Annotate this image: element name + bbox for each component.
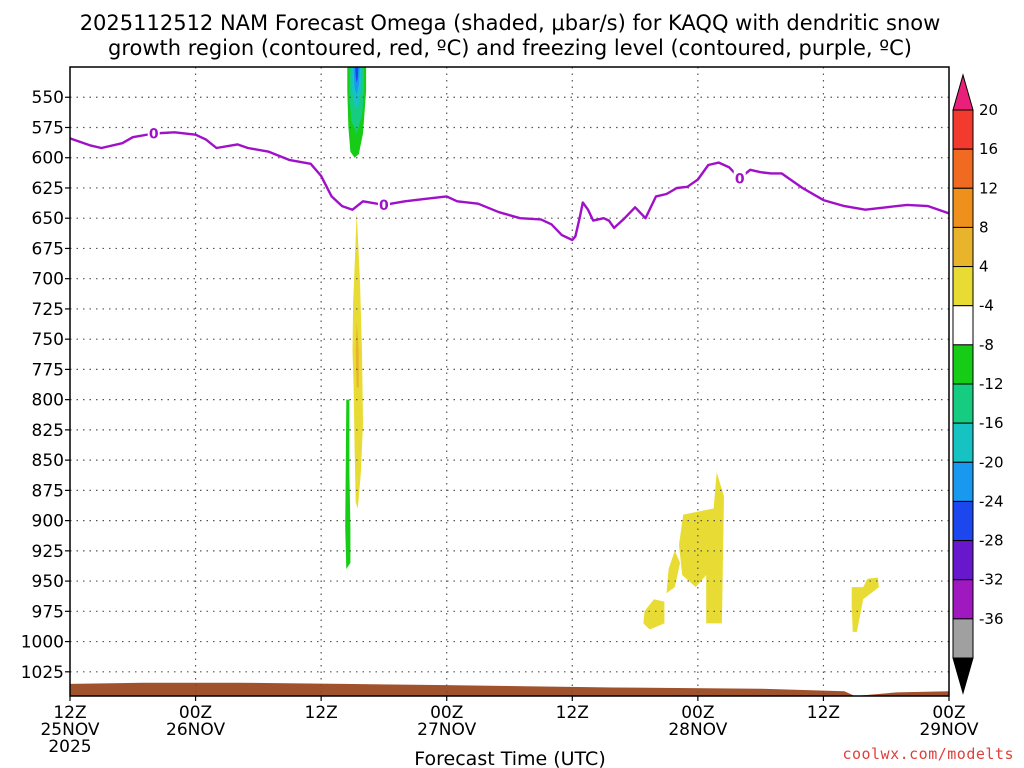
y-tick-label: 800	[32, 391, 64, 411]
contour-label-bg	[733, 170, 746, 186]
surface-ground-fill	[70, 682, 949, 696]
x-tick-label: 2025	[48, 737, 91, 757]
colorbar-label: 20	[979, 101, 998, 119]
x-tick-label: 00Z	[681, 703, 714, 723]
freezing-level-label: 0	[149, 127, 159, 143]
y-tick-label: 700	[32, 270, 64, 290]
colorbar-label: 16	[979, 140, 998, 158]
colorbar-bin	[952, 344, 974, 385]
omega-shaded-region	[851, 577, 879, 632]
chart-title-line2: growth region (contoured, red, ºC) and f…	[108, 36, 912, 60]
y-tick-label: 650	[32, 209, 64, 229]
y-tick-label: 975	[32, 602, 64, 622]
y-tick-label: 875	[32, 481, 64, 501]
gridlines	[70, 67, 949, 696]
freezing-level-label: 0	[379, 198, 389, 214]
plot-area: 0 0 0	[69, 66, 950, 697]
colorbar-bin	[952, 618, 974, 659]
freezing-level-contour: 0 0 0	[69, 125, 950, 242]
x-tick-label: 28NOV	[668, 720, 727, 740]
omega-shaded-region	[355, 67, 359, 83]
x-axis-label: Forecast Time (UTC)	[414, 748, 605, 768]
colorbar-label: -24	[979, 492, 1004, 510]
y-tick-label: 750	[32, 330, 64, 350]
colorbar-bin	[952, 461, 974, 502]
omega-shaded-region	[355, 321, 359, 388]
colorbar-label: 8	[979, 218, 989, 236]
colorbar-label: -12	[979, 375, 1004, 393]
y-tick-label: 725	[32, 300, 64, 320]
colorbar-bin	[952, 266, 974, 307]
y-tick-label: 600	[32, 149, 64, 169]
colorbar-label: -4	[979, 297, 994, 315]
y-tick-label: 825	[32, 421, 64, 441]
y-tick-label: 950	[32, 572, 64, 592]
colorbar-label: -20	[979, 453, 1004, 471]
x-tick-label: 29NOV	[919, 720, 978, 740]
y-tick-label: 850	[32, 451, 64, 471]
colorbar-bin	[952, 109, 974, 150]
x-tick-label: 00Z	[430, 703, 463, 723]
y-tick-label: 575	[32, 118, 64, 138]
contour-label-bg	[377, 196, 390, 212]
x-tick-label: 12Z	[305, 703, 338, 723]
colorbar-label: -36	[979, 610, 1004, 628]
colorbar-label: -32	[979, 571, 1004, 589]
y-tick-label: 625	[32, 179, 64, 199]
x-tick-label: 12Z	[53, 703, 86, 723]
colorbar-bin	[952, 148, 974, 189]
plot-background	[70, 67, 949, 696]
omega-shaded-region	[666, 550, 681, 594]
y-axis-ticks: 550 575 600 625 650 675 700 725 750 775 800 825 850 8…	[21, 88, 70, 683]
omega-shaded-region	[345, 399, 351, 569]
y-tick-label: 550	[32, 88, 64, 108]
colorbar-bin	[952, 422, 974, 463]
colorbar-bin	[952, 579, 974, 620]
freezing-level-line	[69, 131, 950, 242]
y-tick-label: 1000	[21, 633, 64, 653]
x-tick-label: 25NOV	[40, 720, 99, 740]
colorbar-top-arrow	[952, 73, 974, 111]
freezing-level-label: 0	[735, 171, 745, 187]
x-tick-label: 27NOV	[417, 720, 476, 740]
colorbar-bin	[952, 540, 974, 581]
contour-label-bg	[147, 125, 160, 141]
colorbar-bin	[952, 500, 974, 542]
colorbar-bin	[952, 226, 974, 268]
colorbar: 20 16 12 8 4 -4 -8 -12 -16 -20 -24 -28 -32 -36	[952, 73, 1004, 695]
colorbar-label: 4	[979, 258, 989, 276]
colorbar-label: -28	[979, 532, 1004, 550]
colorbar-label: -8	[979, 336, 994, 354]
y-tick-label: 1025	[21, 663, 64, 683]
colorbar-bin	[952, 305, 974, 346]
plot-frame	[69, 66, 950, 697]
x-tick-label: 00Z	[932, 703, 965, 723]
omega-shaded-region	[643, 599, 665, 630]
x-tick-label: 26NOV	[166, 720, 225, 740]
colorbar-bottom-arrow	[952, 657, 974, 695]
credit-text: coolwx.com/modelts	[842, 745, 1014, 763]
colorbar-bin	[952, 187, 974, 228]
colorbar-label: -16	[979, 414, 1004, 432]
x-tick-label: 12Z	[807, 703, 840, 723]
y-tick-label: 675	[32, 239, 64, 259]
y-tick-label: 900	[32, 512, 64, 532]
x-tick-label: 00Z	[179, 703, 212, 723]
y-tick-label: 775	[32, 360, 64, 380]
omega-shaded-region	[679, 472, 724, 624]
x-tick-label: 12Z	[556, 703, 589, 723]
colorbar-label: 12	[979, 179, 998, 197]
y-tick-label: 925	[32, 542, 64, 562]
colorbar-bin	[952, 383, 974, 424]
chart-title-line1: 2025112512 NAM Forecast Omega (shaded, μ…	[80, 11, 941, 35]
omega-shading	[70, 67, 949, 696]
